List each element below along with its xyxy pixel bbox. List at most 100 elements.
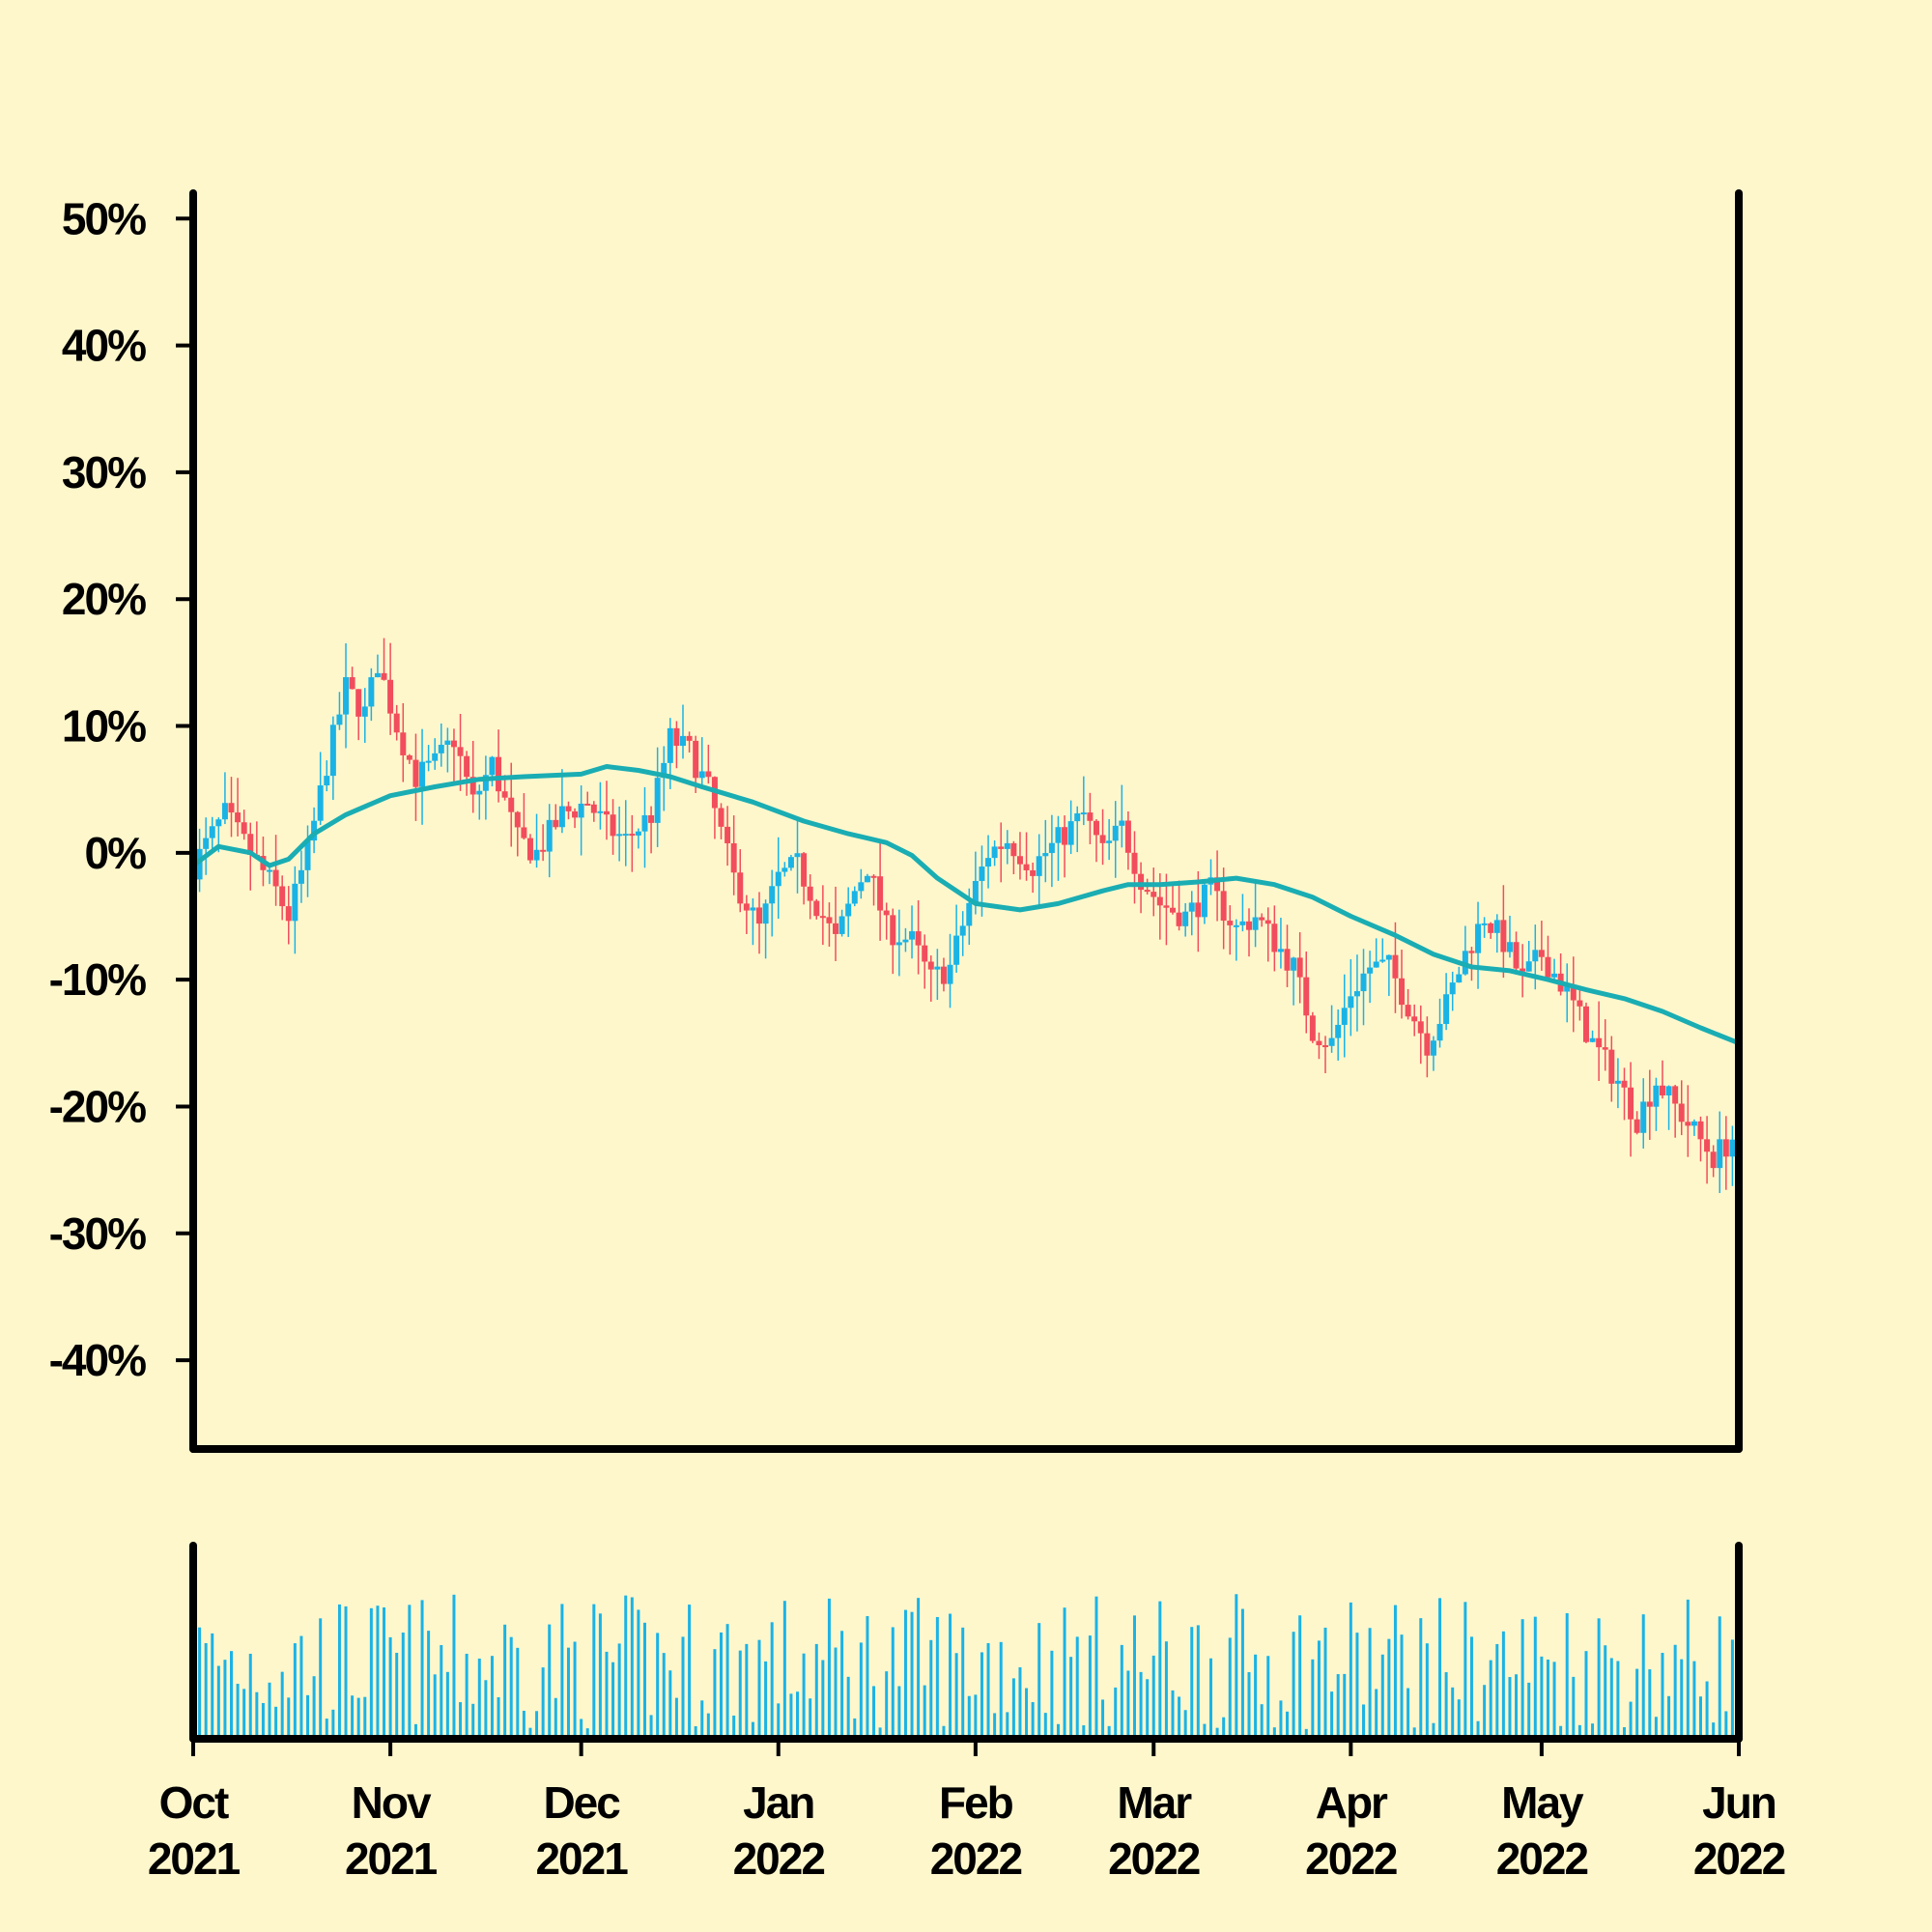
candle-body: [1055, 827, 1062, 843]
candle-body: [1264, 920, 1271, 924]
volume-bar: [840, 1631, 844, 1739]
x-tick-year: 2022: [733, 1833, 825, 1884]
volume-bar: [1298, 1615, 1302, 1739]
candle-body: [743, 903, 750, 911]
candle-body: [1074, 813, 1081, 822]
volume-bar: [319, 1618, 323, 1739]
candle-body: [1303, 977, 1310, 1016]
candle-body: [215, 819, 222, 827]
volume-bar: [497, 1696, 500, 1739]
candle-body: [1614, 1080, 1621, 1084]
volume-bar: [1622, 1727, 1626, 1739]
candle-body: [1093, 820, 1099, 836]
volume-bar: [688, 1605, 692, 1739]
volume-bar: [1254, 1654, 1258, 1739]
candle-body: [432, 753, 439, 761]
candle-body: [1634, 1119, 1640, 1133]
volume-bar: [445, 1671, 449, 1739]
y-tick-label: 50%: [62, 193, 146, 243]
volume-bar: [1317, 1640, 1321, 1739]
volume-bar: [1380, 1654, 1384, 1739]
volume-bar: [885, 1671, 889, 1739]
candle-body: [648, 814, 655, 823]
volume-bar: [490, 1656, 494, 1739]
candle-body: [1608, 1049, 1615, 1084]
volume-bar: [1208, 1658, 1212, 1739]
volume-bar: [516, 1647, 520, 1739]
candle-body: [450, 740, 457, 748]
volume-bar: [923, 1685, 926, 1739]
volume-bar: [413, 1723, 417, 1739]
candle-body: [438, 744, 444, 753]
candle-body: [349, 677, 355, 690]
volume-bar: [1043, 1713, 1047, 1739]
volume-bar: [681, 1636, 685, 1739]
candle-body: [1227, 921, 1234, 925]
volume-bar: [554, 1697, 557, 1739]
volume-bar: [484, 1680, 488, 1739]
candle-body: [801, 853, 808, 887]
volume-bar: [809, 1698, 812, 1739]
candle-body: [578, 803, 584, 818]
volume-bar: [1146, 1679, 1150, 1739]
candle-body: [1138, 873, 1145, 891]
volume-bar: [548, 1624, 552, 1739]
volume-bar: [471, 1703, 475, 1739]
chart-axes: [176, 189, 1743, 1756]
volume-bar: [757, 1639, 761, 1739]
candle-body: [1628, 1087, 1634, 1120]
candle-body: [355, 689, 362, 717]
volume-bar: [1286, 1711, 1290, 1739]
volume-bar: [1355, 1633, 1359, 1739]
volume-bar: [509, 1636, 513, 1739]
candle-body: [1538, 950, 1545, 957]
candlestick-series: [190, 638, 1742, 1194]
candle-body: [947, 964, 953, 984]
candle-body: [1710, 1151, 1717, 1169]
volume-bar: [642, 1622, 646, 1739]
candle-body: [1188, 902, 1195, 912]
volume-bar: [395, 1652, 399, 1739]
volume-bar: [331, 1709, 335, 1739]
volume-bar: [1444, 1672, 1448, 1739]
volume-bar: [383, 1606, 386, 1739]
candle-body: [1506, 942, 1513, 952]
candle-body: [724, 826, 731, 843]
volume-bar: [1018, 1666, 1022, 1739]
y-tick-label: -20%: [49, 1081, 146, 1131]
candle-body: [412, 759, 419, 787]
candle-body: [1722, 1139, 1729, 1157]
candle-body: [909, 931, 916, 940]
candle-body: [336, 714, 343, 725]
candle-body: [845, 903, 852, 917]
candle-body: [387, 679, 394, 714]
volume-bar: [1075, 1636, 1079, 1739]
candle-body: [991, 846, 998, 859]
candle-body: [1195, 902, 1202, 918]
candle-body: [228, 803, 235, 813]
candle-body: [1577, 1000, 1583, 1007]
volume-bar: [1190, 1627, 1194, 1739]
candle-body: [584, 803, 591, 806]
volume-bar: [935, 1616, 939, 1739]
candle-body: [1004, 842, 1010, 849]
volume-bar: [694, 1725, 697, 1739]
volume-bar: [535, 1711, 539, 1739]
x-tick-year: 2022: [1496, 1833, 1588, 1884]
candle-body: [819, 916, 826, 919]
volume-bar: [1082, 1725, 1086, 1739]
volume-bar: [1101, 1699, 1105, 1739]
volume-bar: [1718, 1616, 1721, 1739]
volume-bar: [993, 1713, 997, 1739]
candle-body: [762, 903, 769, 924]
candle-body: [1551, 973, 1558, 978]
volume-bar: [1654, 1717, 1658, 1739]
candle-body: [368, 677, 375, 707]
volume-bar: [299, 1635, 303, 1739]
candle-body: [826, 917, 833, 923]
candle-body: [1520, 968, 1526, 972]
volume-bar: [1171, 1690, 1175, 1739]
candle-body: [1124, 820, 1131, 853]
candle-body: [1309, 1015, 1316, 1041]
volume-bar: [770, 1622, 774, 1739]
